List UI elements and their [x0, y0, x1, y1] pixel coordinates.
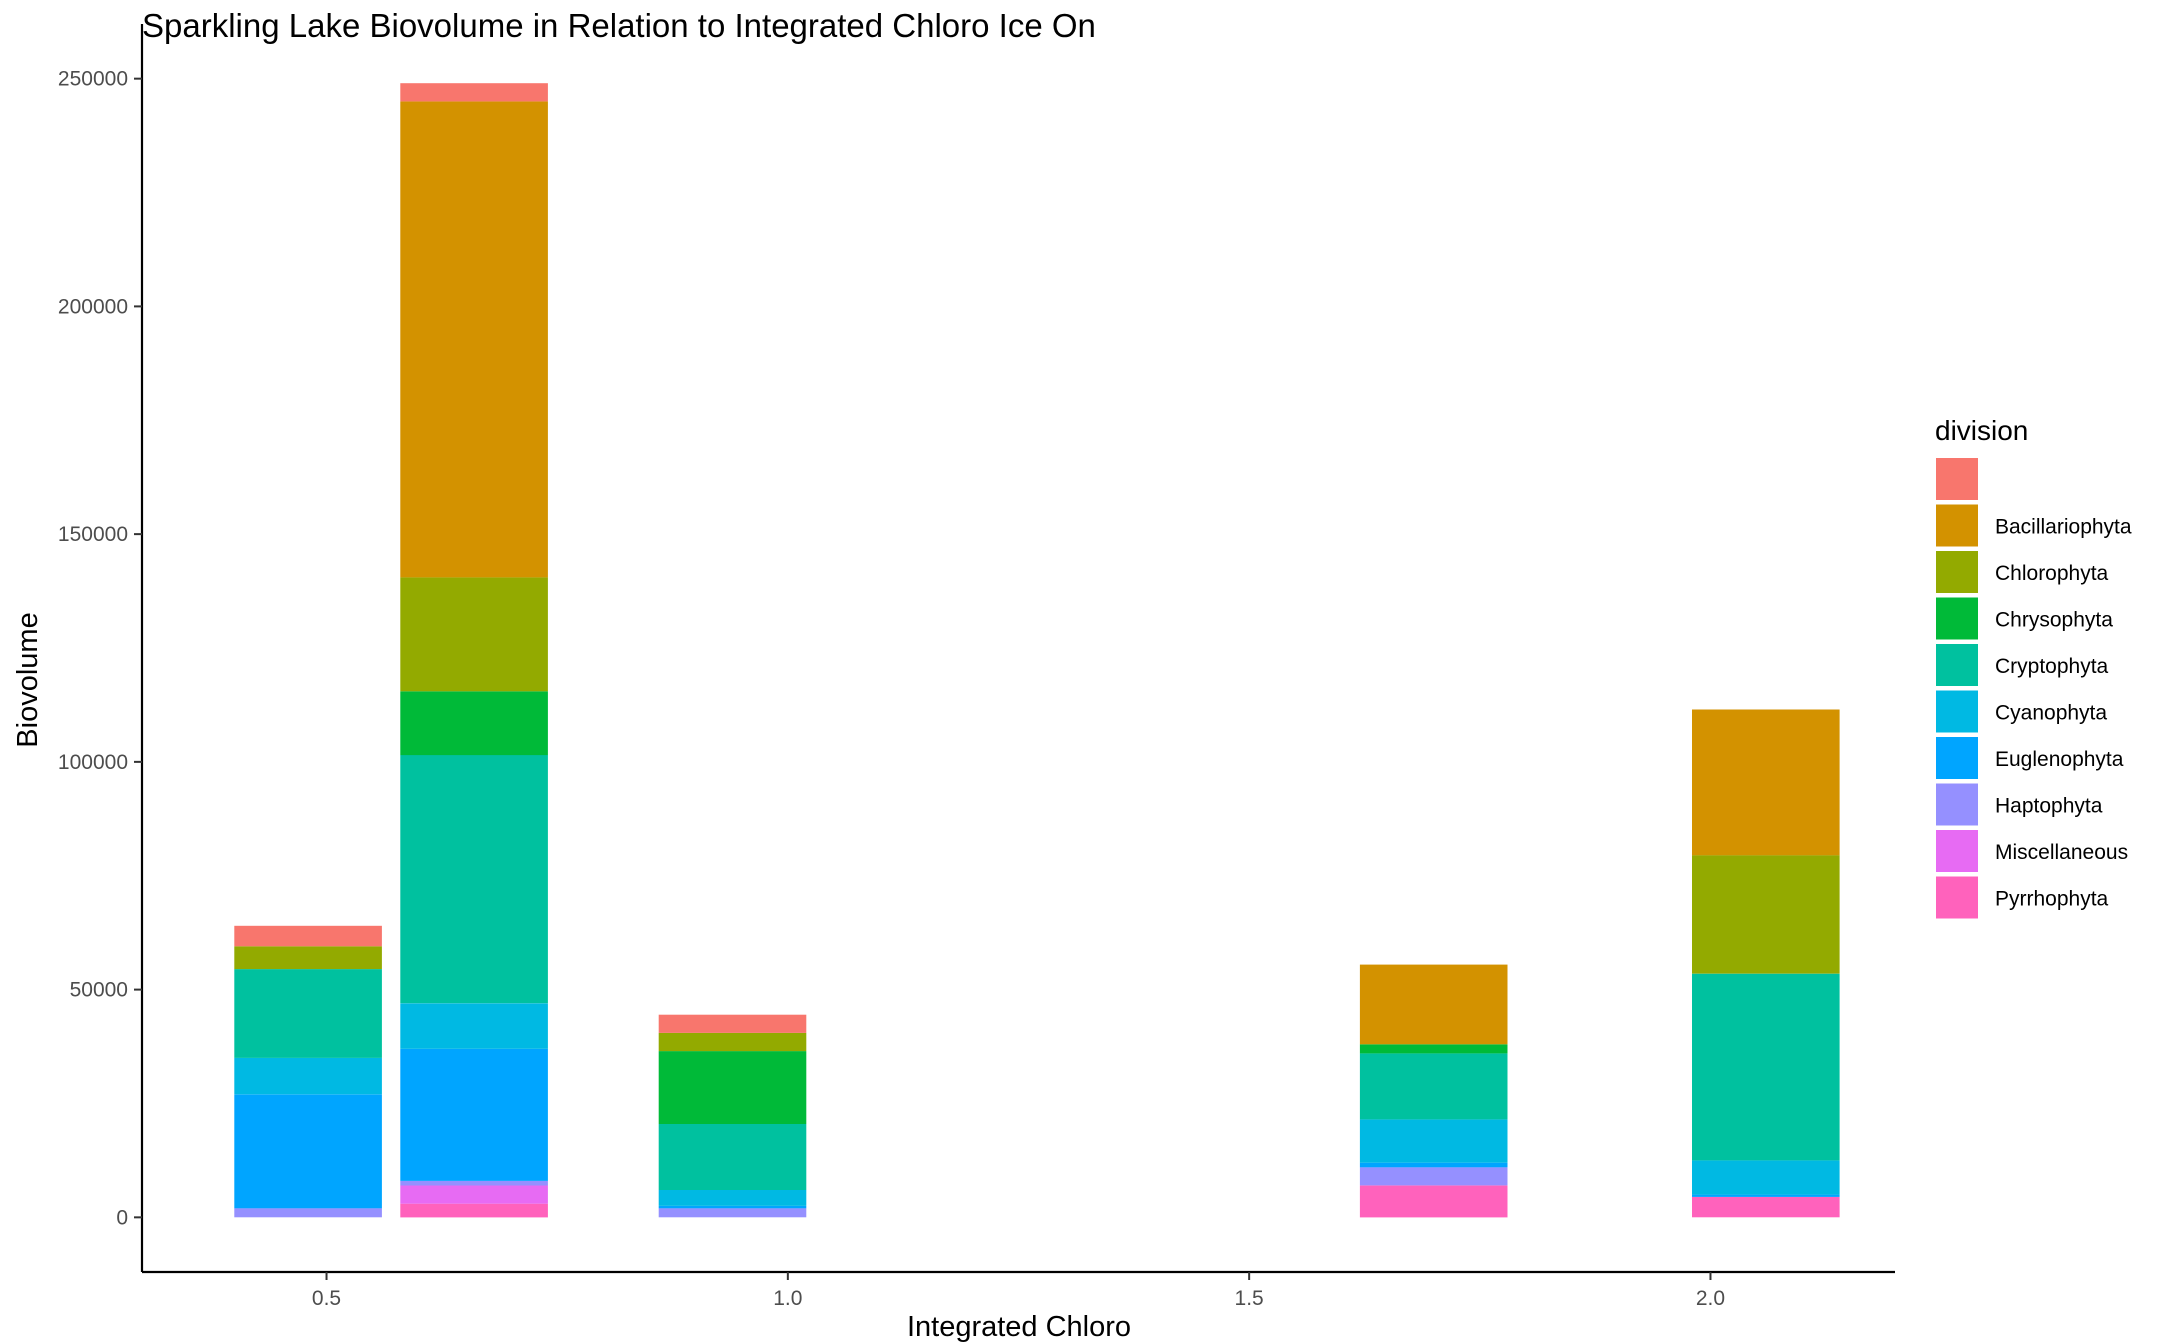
legend-entry-bacillariophyta: Bacillariophyta [1936, 504, 2132, 547]
legend-swatch [1936, 737, 1978, 779]
bar-segment-pyrrhophyta [400, 1203, 548, 1218]
bar-segment-haptophyta [400, 1180, 548, 1186]
legend-entry-pyrrhophyta: Pyrrhophyta [1936, 876, 2109, 919]
legend-entries: Bacillariophyta Chlorophyta Chrysophyta Cry… [1936, 458, 2132, 919]
y-axis-title: Biovolume [12, 612, 44, 747]
x-axis: 0.5 1.0 1.5 2.0 [142, 1270, 1895, 1310]
bar-segment-euglenophyta [1359, 1162, 1508, 1168]
x-axis-title: Integrated Chloro [907, 1311, 1131, 1343]
bar-segment-cryptophyta [1692, 973, 1840, 1161]
y-tick-label: 150000 [58, 523, 128, 546]
y-tick-label: 250000 [58, 68, 128, 91]
legend-swatch [1936, 458, 1978, 500]
bar-segment-cyanophyta [1692, 1160, 1840, 1195]
bar-segment-chrysophyta [400, 691, 548, 756]
y-tick-label: 0 [116, 1206, 128, 1229]
bar-segment-haptophyta [658, 1208, 807, 1218]
legend-label: Pyrrhophyta [1995, 888, 2109, 911]
x-tick-label: 1.0 [773, 1287, 802, 1310]
bar-segment-chlorophyta [400, 577, 548, 692]
legend-label: Cyanophyta [1995, 702, 2107, 725]
x-tick-label: 2.0 [1696, 1287, 1725, 1310]
bar-segment-euglenophyta [1692, 1194, 1840, 1197]
bar-segment-euglenophyta [400, 1048, 548, 1181]
legend-swatch [1936, 551, 1978, 593]
plot-area [234, 83, 1840, 1218]
legend-entry-chrysophyta: Chrysophyta [1936, 597, 2113, 640]
bar-segment-bacillariophyta [1692, 709, 1840, 856]
bar-segment-cyanophyta [400, 1003, 548, 1049]
bar-segment-euglenophyta [658, 1206, 807, 1209]
bar-segment-euglenophyta [234, 1094, 382, 1209]
y-tick-label: 50000 [70, 979, 128, 1002]
bar-segment-chrysophyta [1359, 1044, 1508, 1054]
bar-stack-4 [1359, 964, 1508, 1218]
bar-stack-1 [234, 925, 382, 1218]
bar-segment-pyrrhophyta [1692, 1196, 1840, 1218]
legend-entry-unlabeled [1936, 458, 1978, 500]
bar-segment-unlabeled [234, 925, 382, 947]
y-axis: 0 50000 100000 150000 200000 250000 [58, 24, 144, 1272]
bar-segment-bacillariophyta [1359, 964, 1508, 1045]
bar-segment-cryptophyta [658, 1124, 807, 1190]
y-tick-label: 100000 [58, 751, 128, 774]
legend-entry-cyanophyta: Cyanophyta [1936, 690, 2107, 733]
bar-segment-chlorophyta [234, 946, 382, 970]
legend-label: Miscellaneous [1995, 841, 2128, 864]
bar-segment-cyanophyta [658, 1190, 807, 1206]
bar-segment-unlabeled [658, 1014, 807, 1033]
bar-segment-haptophyta [1359, 1167, 1508, 1186]
legend-entry-euglenophyta: Euglenophyta [1936, 737, 2124, 779]
bar-stack-3 [658, 1014, 807, 1218]
bar-segment-haptophyta [234, 1208, 382, 1218]
bar-segment-miscellaneous [400, 1185, 548, 1204]
bar-stack-2 [400, 83, 548, 1218]
legend-label: Chrysophyta [1995, 609, 2113, 632]
bar-segment-cyanophyta [234, 1057, 382, 1095]
legend-swatch [1936, 504, 1978, 547]
bar-segment-cryptophyta [234, 969, 382, 1058]
y-tick-label: 200000 [58, 295, 128, 318]
legend: division Bacillariophyta Chlorophyta Chrys… [1935, 415, 2132, 919]
bar-segment-cyanophyta [1359, 1119, 1508, 1163]
bar-segment-pyrrhophyta [1359, 1185, 1508, 1218]
legend-swatch [1936, 876, 1978, 919]
legend-title: division [1935, 415, 2028, 446]
legend-swatch [1936, 597, 1978, 640]
bar-segment-chlorophyta [658, 1032, 807, 1052]
legend-swatch [1936, 644, 1978, 686]
bar-stack-5 [1692, 709, 1840, 1218]
x-tick-label: 0.5 [312, 1287, 341, 1310]
legend-label: Cryptophyta [1995, 655, 2109, 678]
legend-entry-haptophyta: Haptophyta [1936, 783, 2103, 826]
bar-segment-chlorophyta [1692, 855, 1840, 974]
bar-segment-bacillariophyta [400, 101, 548, 578]
legend-label: Chlorophyta [1995, 562, 2109, 585]
bar-segment-cryptophyta [400, 755, 548, 1004]
legend-entry-chlorophyta: Chlorophyta [1936, 551, 2109, 593]
legend-label: Bacillariophyta [1995, 516, 2132, 539]
chart-title: Sparkling Lake Biovolume in Relation to … [142, 7, 1096, 44]
bar-segment-chrysophyta [658, 1051, 807, 1124]
bar-segment-unlabeled [400, 83, 548, 102]
x-tick-label: 1.5 [1235, 1287, 1264, 1310]
legend-swatch [1936, 783, 1978, 826]
bar-segment-cryptophyta [1359, 1053, 1508, 1120]
legend-swatch [1936, 830, 1978, 872]
legend-entry-cryptophyta: Cryptophyta [1936, 644, 2109, 686]
legend-entry-miscellaneous: Miscellaneous [1936, 830, 2128, 872]
legend-label: Haptophyta [1995, 795, 2103, 818]
legend-label: Euglenophyta [1995, 748, 2124, 771]
legend-swatch [1936, 690, 1978, 733]
